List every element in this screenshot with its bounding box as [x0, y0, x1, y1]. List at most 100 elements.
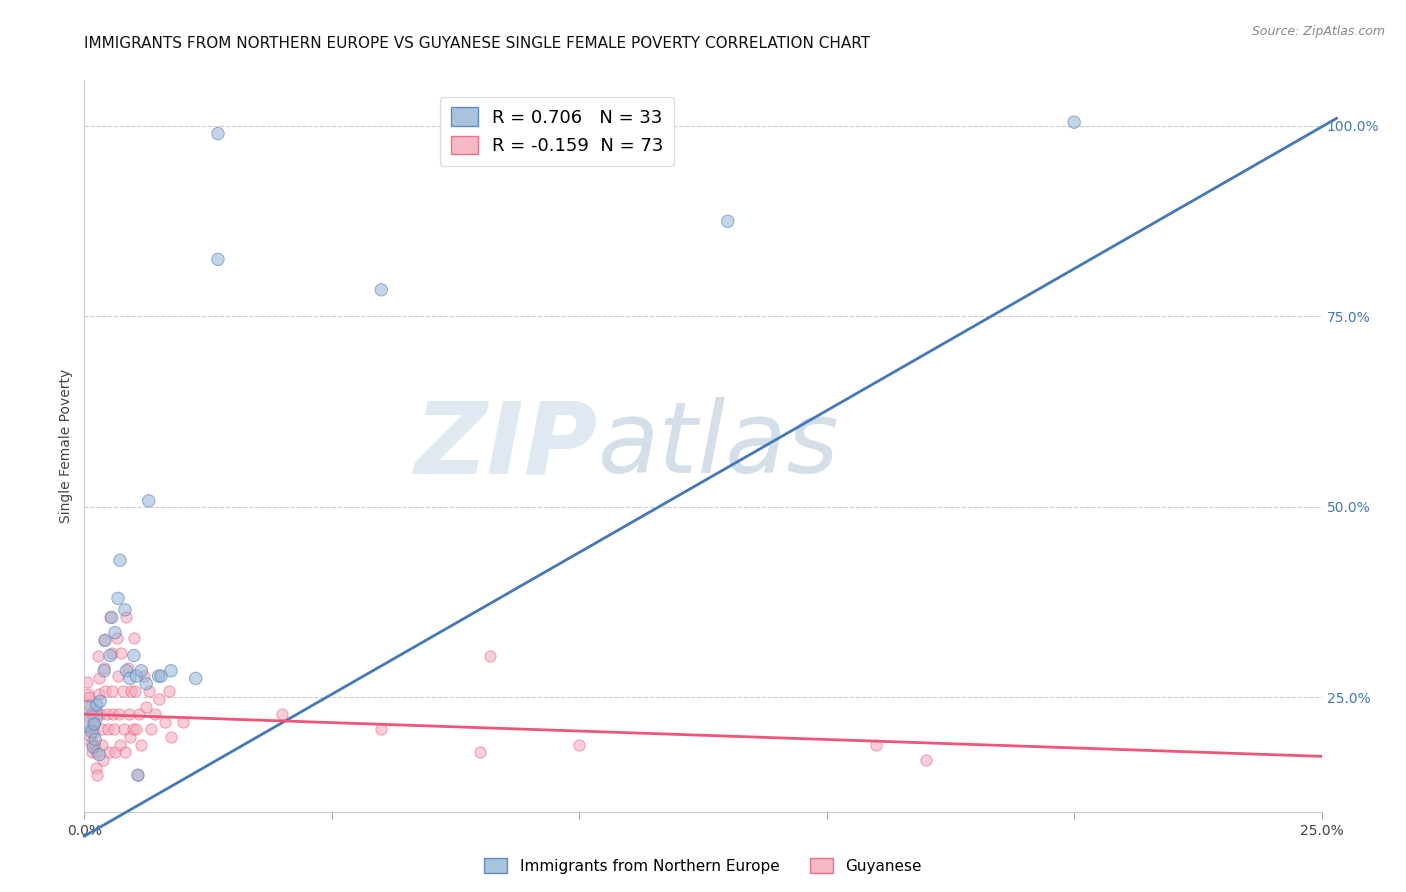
Point: [124, 684, 146, 698]
Point: [100, 610, 122, 624]
Point: [83, 717, 105, 731]
Point: [91, 753, 114, 767]
Point: [118, 730, 141, 744]
Point: [79, 729, 101, 743]
Point: [118, 707, 141, 722]
Point: [80, 736, 103, 750]
Point: [115, 610, 138, 624]
Point: [80, 706, 103, 720]
Point: [121, 723, 143, 737]
Point: [159, 684, 181, 698]
Point: [370, 283, 392, 297]
Point: [94, 684, 117, 698]
Point: [160, 730, 183, 744]
Point: [143, 707, 166, 722]
Point: [79, 690, 101, 705]
Point: [82, 739, 104, 754]
Point: [865, 738, 887, 752]
Point: [138, 684, 160, 698]
Point: [79, 721, 101, 735]
Point: [77, 687, 100, 701]
Point: [93, 661, 115, 675]
Point: [110, 646, 132, 660]
Point: [114, 745, 136, 759]
Point: [90, 723, 112, 737]
Point: [207, 127, 229, 141]
Point: [101, 707, 124, 722]
Text: IMMIGRANTS FROM NORTHERN EUROPE VS GUYANESE SINGLE FEMALE POVERTY CORRELATION CH: IMMIGRANTS FROM NORTHERN EUROPE VS GUYAN…: [84, 36, 870, 51]
Point: [89, 687, 111, 701]
Point: [105, 631, 128, 645]
Legend: Immigrants from Northern Europe, Guyanese: Immigrants from Northern Europe, Guyanes…: [478, 852, 928, 880]
Point: [153, 714, 176, 729]
Point: [89, 747, 111, 762]
Point: [107, 669, 129, 683]
Text: atlas: atlas: [598, 398, 839, 494]
Point: [86, 768, 108, 782]
Point: [76, 675, 98, 690]
Point: [120, 684, 142, 698]
Point: [93, 664, 115, 678]
Point: [112, 723, 135, 737]
Point: [172, 714, 194, 729]
Point: [82, 709, 104, 723]
Point: [98, 610, 121, 624]
Point: [98, 648, 121, 663]
Point: [127, 768, 149, 782]
Point: [94, 633, 117, 648]
Point: [100, 646, 122, 660]
Point: [84, 732, 107, 747]
Point: [135, 699, 157, 714]
Legend: R = 0.706   N = 33, R = -0.159  N = 73: R = 0.706 N = 33, R = -0.159 N = 73: [440, 96, 675, 166]
Point: [84, 738, 107, 752]
Point: [479, 648, 502, 663]
Point: [148, 669, 170, 683]
Point: [83, 717, 105, 731]
Point: [79, 709, 101, 723]
Point: [160, 664, 183, 678]
Point: [86, 698, 108, 712]
Point: [89, 707, 111, 722]
Point: [89, 694, 111, 708]
Point: [122, 631, 145, 645]
Point: [108, 707, 131, 722]
Point: [150, 669, 173, 683]
Point: [122, 648, 145, 663]
Point: [96, 707, 118, 722]
Point: [271, 707, 294, 722]
Point: [93, 633, 115, 648]
Point: [717, 214, 740, 228]
Point: [128, 707, 150, 722]
Point: [568, 738, 591, 752]
Point: [1063, 115, 1085, 129]
Point: [127, 768, 149, 782]
Point: [207, 252, 229, 267]
Point: [115, 664, 138, 678]
Point: [84, 745, 107, 759]
Point: [104, 625, 127, 640]
Point: [129, 738, 152, 752]
Point: [76, 709, 98, 723]
Point: [184, 672, 207, 686]
Point: [125, 723, 148, 737]
Point: [125, 669, 148, 683]
Point: [83, 724, 105, 739]
Point: [79, 698, 101, 712]
Point: [148, 692, 170, 706]
Point: [138, 494, 160, 508]
Point: [89, 672, 111, 686]
Point: [84, 760, 107, 774]
Point: [370, 723, 392, 737]
Text: ZIP: ZIP: [415, 398, 598, 494]
Point: [107, 591, 129, 606]
Point: [90, 738, 112, 752]
Point: [104, 745, 127, 759]
Point: [129, 664, 152, 678]
Point: [135, 676, 157, 690]
Point: [470, 745, 492, 759]
Point: [117, 661, 139, 675]
Point: [97, 723, 120, 737]
Point: [132, 669, 155, 683]
Point: [98, 745, 121, 759]
Point: [114, 603, 136, 617]
